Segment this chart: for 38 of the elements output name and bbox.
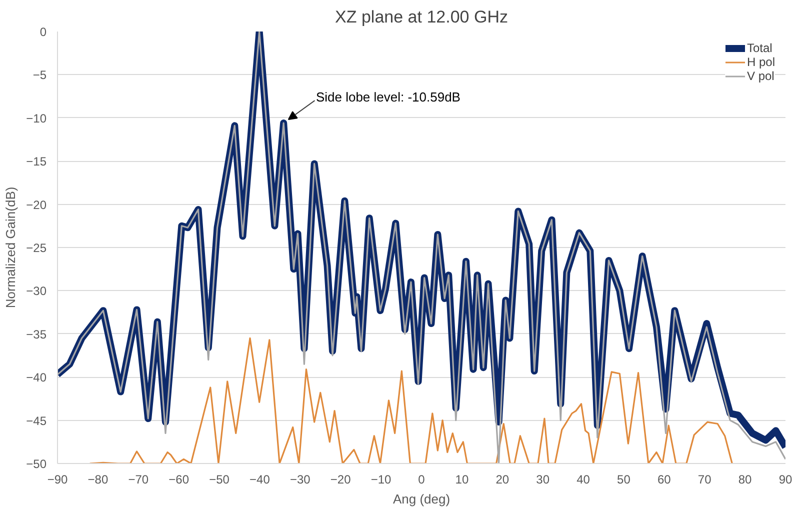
x-tick-label: 60 <box>657 472 672 486</box>
legend-label: Total <box>746 41 772 55</box>
x-tick-label: 40 <box>576 472 590 486</box>
x-tick-label: −70 <box>128 472 149 486</box>
y-tick-label: −40 <box>26 370 47 385</box>
x-tick-label: −10 <box>370 472 392 486</box>
chart-title: XZ plane at 12.00 GHz <box>335 8 508 26</box>
x-tick-label: −40 <box>250 472 270 486</box>
annotation: Side lobe level: -10.59dB <box>316 90 460 105</box>
x-tick-label: −90 <box>47 472 68 486</box>
y-axis-title: Normalized Gain(dB) <box>3 186 18 308</box>
y-tick-label: 0 <box>40 25 47 39</box>
y-tick-label: −45 <box>26 414 47 428</box>
x-tick-label: 20 <box>496 472 510 486</box>
x-tick-label: 30 <box>536 472 550 486</box>
y-tick-label: −10 <box>26 111 47 126</box>
y-tick-label: −35 <box>26 327 47 342</box>
legend-label: V pol <box>746 69 774 83</box>
x-axis-title: Ang (deg) <box>392 492 450 506</box>
y-tick-label: −5 <box>32 68 47 82</box>
x-tick-label: −80 <box>88 472 108 486</box>
x-tick-label: 50 <box>617 472 631 486</box>
y-tick-label: −30 <box>26 284 47 298</box>
x-tick-label: 90 <box>778 472 792 486</box>
legend-label: H pol <box>746 55 775 69</box>
x-tick-label: 10 <box>455 472 469 486</box>
y-tick-label: −20 <box>26 198 47 212</box>
x-tick-label: −20 <box>330 472 352 486</box>
y-tick-label: −25 <box>26 241 47 255</box>
x-tick-label: −50 <box>209 472 230 486</box>
line-series <box>89 337 733 464</box>
y-tick-label: −50 <box>26 457 47 471</box>
x-tick-label: 0 <box>418 472 426 486</box>
x-tick-label: −30 <box>290 472 311 486</box>
x-tick-label: −60 <box>168 472 190 486</box>
x-tick-label: 70 <box>698 472 712 486</box>
x-tick-label: 80 <box>738 472 752 486</box>
y-tick-label: −15 <box>26 154 47 169</box>
